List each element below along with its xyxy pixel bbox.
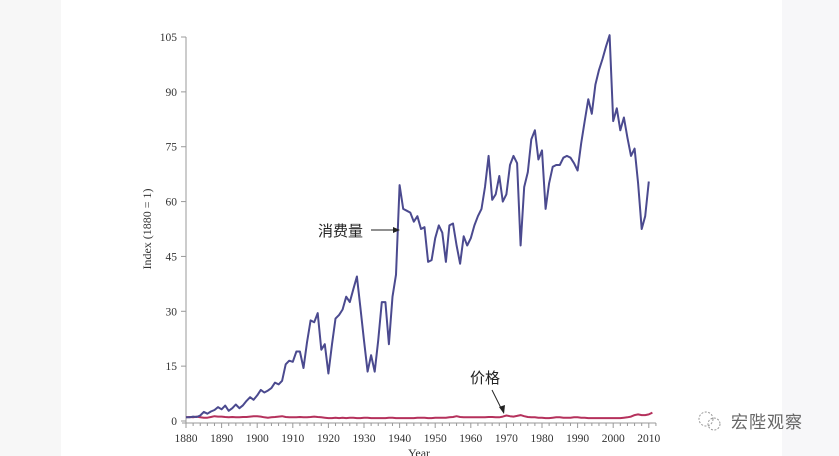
y-tick-label: 15 bbox=[166, 361, 178, 373]
x-tick-label: 1880 bbox=[175, 433, 198, 445]
y-tick-label: 75 bbox=[166, 142, 178, 154]
y-tick-label: 60 bbox=[166, 197, 178, 209]
consumption-series-line bbox=[186, 34, 650, 419]
y-tick-label: 45 bbox=[166, 251, 178, 263]
axes: 0 15 30 45 60 75 90 105 1880 1890 1900 1910 1920 1930… bbox=[160, 32, 661, 445]
price-annotation: 价格 bbox=[470, 369, 500, 387]
watermark: 宏陛观察 bbox=[695, 408, 803, 433]
y-tick-label: 105 bbox=[160, 32, 178, 44]
series-group bbox=[185, 34, 653, 420]
x-tick-label: 1890 bbox=[210, 433, 233, 445]
price-arrow-head bbox=[499, 405, 505, 414]
y-tick-label: 0 bbox=[171, 416, 177, 428]
left-margin-panel bbox=[0, 0, 61, 456]
y-axis-title: Index (1880 = 1) bbox=[140, 188, 154, 269]
watermark-text: 宏陛观察 bbox=[731, 413, 803, 433]
x-tick-label: 1970 bbox=[495, 433, 518, 445]
y-tick-label: 30 bbox=[166, 306, 178, 318]
x-tick-label: 1990 bbox=[566, 433, 589, 445]
x-axis-title: Year bbox=[408, 446, 430, 456]
x-tick-label: 1950 bbox=[424, 433, 447, 445]
x-tick-label: 1960 bbox=[459, 433, 482, 445]
consumption-annotation: 消费量 bbox=[318, 222, 363, 240]
x-tick-label: 2010 bbox=[637, 433, 660, 445]
right-margin-panel bbox=[782, 0, 839, 456]
x-tick-label: 1910 bbox=[281, 433, 304, 445]
x-tick-label: 2000 bbox=[602, 433, 625, 445]
x-tick-label: 1900 bbox=[246, 433, 269, 445]
consumption-arrow-head bbox=[393, 227, 400, 233]
wechat-logo-icon bbox=[698, 411, 721, 430]
price-series-line bbox=[185, 411, 653, 420]
x-tick-label: 1920 bbox=[317, 433, 340, 445]
x-tick-label: 1980 bbox=[531, 433, 554, 445]
y-tick-label: 90 bbox=[166, 87, 178, 99]
x-tick-label: 1940 bbox=[388, 433, 411, 445]
x-tick-label: 1930 bbox=[353, 433, 376, 445]
annotations: 消费量 价格 bbox=[318, 222, 505, 414]
